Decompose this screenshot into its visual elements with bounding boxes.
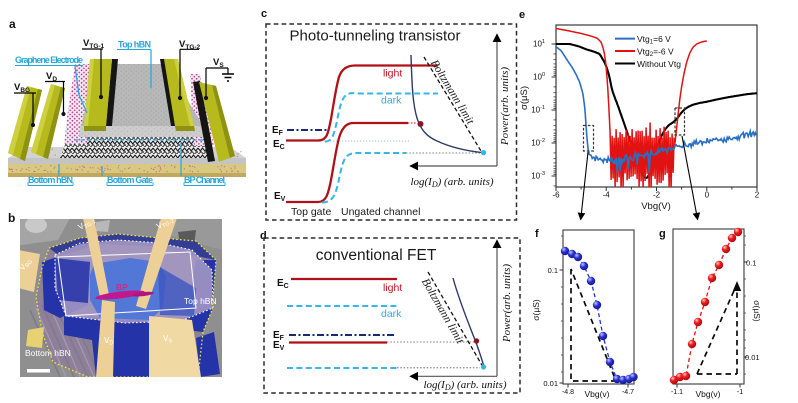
svg-text:Without Vtg: Without Vtg	[637, 59, 681, 69]
svg-text:e: e	[519, 9, 525, 21]
svg-text:Vtg1=6 V: Vtg1=6 V	[637, 34, 671, 46]
svg-text:dark: dark	[381, 308, 402, 320]
svg-text:Power(arb. units): Power(arb. units)	[501, 264, 513, 344]
svg-text:VS: VS	[213, 57, 224, 69]
svg-text:10-2: 10-2	[531, 138, 545, 148]
svg-text:Vbg(v): Vbg(v)	[695, 389, 720, 399]
svg-text:σ(μS): σ(μS)	[519, 86, 530, 110]
svg-text:EC: EC	[277, 278, 289, 290]
svg-text:f: f	[535, 228, 539, 240]
svg-text:g: g	[659, 228, 666, 240]
svg-text:EF: EF	[272, 125, 284, 137]
svg-text:c: c	[261, 8, 267, 20]
svg-text:Photo-tunneling transistor: Photo-tunneling transistor	[290, 28, 461, 45]
svg-text:Ungated channel: Ungated channel	[341, 206, 420, 218]
svg-text:Vbg(v): Vbg(v)	[584, 389, 609, 399]
svg-text:-2: -2	[653, 191, 661, 200]
svg-text:0.1: 0.1	[548, 266, 558, 275]
svg-text:0.01: 0.01	[543, 379, 558, 388]
svg-text:a: a	[9, 17, 16, 31]
svg-text:Top gate: Top gate	[291, 206, 331, 218]
svg-text:10-1: 10-1	[531, 105, 545, 115]
svg-text:VS: VS	[163, 334, 172, 345]
svg-text:10-3: 10-3	[531, 171, 545, 181]
svg-text:Bottom Gate: Bottom Gate	[107, 175, 153, 185]
svg-text:σ(μS): σ(μS)	[531, 299, 541, 321]
svg-text:EV: EV	[274, 191, 286, 203]
svg-text:Power(arb. units): Power(arb. units)	[499, 67, 511, 147]
svg-text:-4.7: -4.7	[622, 389, 634, 396]
svg-text:σ(μS): σ(μS)	[752, 300, 762, 322]
svg-text:log(ID) (arb. units): log(ID) (arb. units)	[423, 379, 506, 392]
svg-text:-4.8: -4.8	[562, 389, 574, 396]
svg-text:EV: EV	[273, 340, 285, 352]
svg-text:VD: VD	[46, 71, 57, 83]
svg-text:101: 101	[533, 39, 545, 49]
svg-text:BP: BP	[116, 282, 128, 292]
svg-text:Top hBN: Top hBN	[118, 40, 151, 50]
svg-text:Graphene Electrode: Graphene Electrode	[15, 55, 83, 65]
svg-text:light: light	[383, 68, 402, 80]
svg-text:2: 2	[755, 191, 760, 200]
svg-text:VD: VD	[104, 336, 113, 347]
svg-text:Vtg2=-6 V: Vtg2=-6 V	[637, 47, 674, 59]
svg-text:log(ID) (arb. units): log(ID) (arb. units)	[410, 176, 493, 189]
svg-text:0: 0	[705, 191, 710, 200]
svg-text:0.01: 0.01	[745, 353, 760, 362]
svg-text:-1: -1	[737, 389, 743, 396]
svg-text:Bottom hBN: Bottom hBN	[25, 348, 71, 358]
svg-text:Vbg(V): Vbg(V)	[641, 201, 671, 212]
svg-text:-1.1: -1.1	[671, 389, 683, 396]
svg-text:BP Channel: BP Channel	[184, 175, 225, 185]
svg-text:Bottom hBN: Bottom hBN	[28, 175, 73, 185]
svg-text:b: b	[8, 211, 15, 225]
svg-text:conventional FET: conventional FET	[316, 247, 437, 264]
svg-text:EC: EC	[273, 139, 285, 151]
svg-text:-4: -4	[603, 191, 611, 200]
svg-text:0.1: 0.1	[746, 259, 756, 268]
svg-text:dark: dark	[381, 95, 402, 107]
svg-text:100: 100	[533, 72, 545, 82]
svg-text:Top hBN: Top hBN	[184, 296, 217, 306]
svg-text:-6: -6	[552, 191, 560, 200]
svg-text:EF: EF	[273, 330, 285, 342]
svg-text:d: d	[260, 230, 267, 242]
svg-text:light: light	[383, 282, 402, 294]
